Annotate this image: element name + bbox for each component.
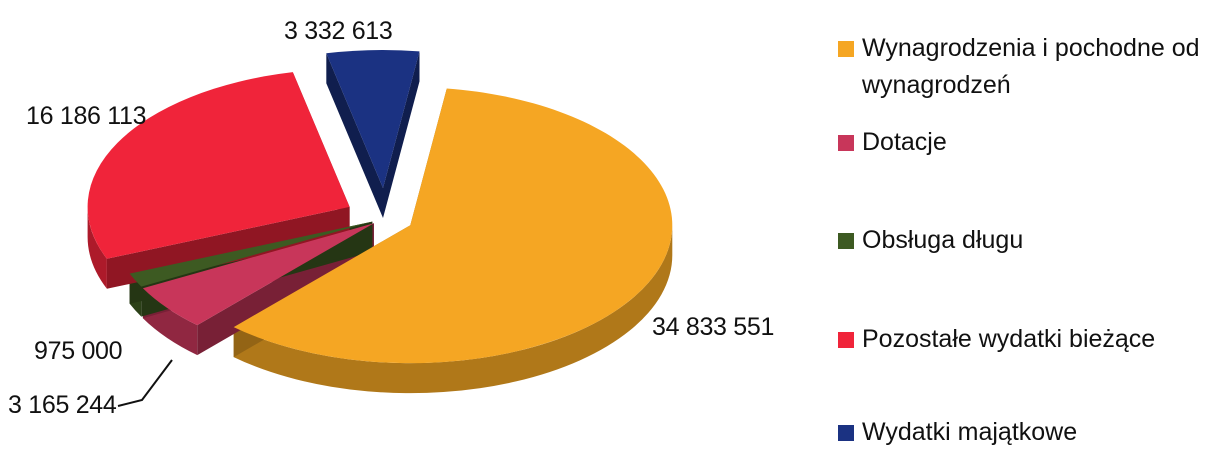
pie-slice-pozostale	[87, 72, 350, 259]
legend-swatch-dotacje	[838, 135, 854, 151]
legend-label-obsluga-dlugu: Obsługa długu	[862, 226, 1024, 254]
pie-slice-side-wynagrodzenia	[233, 225, 673, 394]
legend-label-wynagrodzenia-line1: Wynagrodzenia i pochodne od	[862, 34, 1200, 62]
data-label-majatkowe: 3 332 613	[284, 17, 393, 45]
legend-swatch-pozostale	[838, 332, 854, 348]
pie-slice-wynagrodzenia	[233, 88, 673, 364]
pie-slice-face-majatkowe-0	[326, 53, 383, 218]
legend-label-pozostale: Pozostałe wydatki bieżące	[862, 325, 1156, 353]
legend-label-majatkowe: Wydatki majątkowe	[862, 418, 1078, 446]
pie-slice-obsluga-dlugu	[129, 221, 373, 287]
leader-line-dotacje	[117, 359, 173, 407]
data-label-pozostale: 16 186 113	[26, 102, 147, 130]
data-label-dotacje: 3 165 244	[8, 391, 117, 419]
data-label-wynagrodzenia: 34 833 551	[652, 313, 775, 341]
pie-slice-majatkowe	[326, 50, 420, 189]
legend-label-dotacje: Dotacje	[862, 128, 947, 156]
pie-slice-dotacje	[142, 223, 374, 326]
legend-swatch-majatkowe	[838, 425, 854, 441]
data-label-obsluga-dlugu: 975 000	[34, 337, 123, 365]
pie-slice-side-pozostale	[87, 206, 107, 289]
legend-label-wynagrodzenia-line2: wynagrodzeń	[862, 71, 1011, 99]
legend-swatch-wynagrodzenia	[838, 41, 854, 57]
legend-swatch-obsluga-dlugu	[838, 233, 854, 249]
pie-slice-face-majatkowe-1	[383, 51, 420, 219]
